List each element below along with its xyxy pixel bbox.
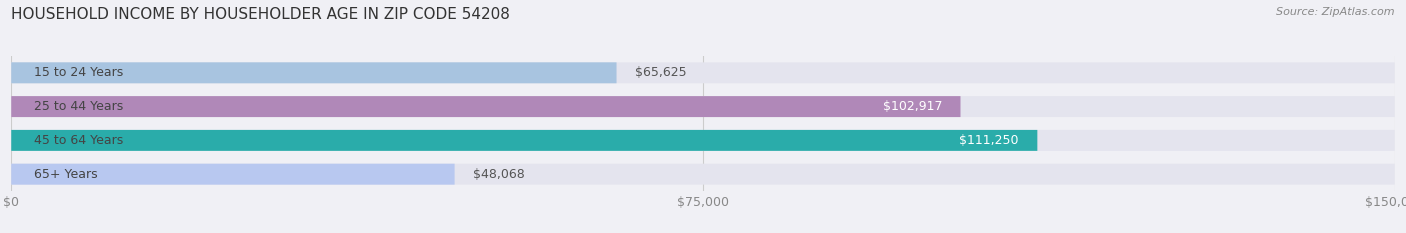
Text: $65,625: $65,625 <box>636 66 686 79</box>
FancyBboxPatch shape <box>11 130 1395 151</box>
Text: 45 to 64 Years: 45 to 64 Years <box>34 134 124 147</box>
Text: $111,250: $111,250 <box>959 134 1019 147</box>
FancyBboxPatch shape <box>11 96 960 117</box>
Text: HOUSEHOLD INCOME BY HOUSEHOLDER AGE IN ZIP CODE 54208: HOUSEHOLD INCOME BY HOUSEHOLDER AGE IN Z… <box>11 7 510 22</box>
Text: 15 to 24 Years: 15 to 24 Years <box>34 66 124 79</box>
Text: 25 to 44 Years: 25 to 44 Years <box>34 100 124 113</box>
Text: Source: ZipAtlas.com: Source: ZipAtlas.com <box>1277 7 1395 17</box>
Text: $48,068: $48,068 <box>472 168 524 181</box>
Text: $102,917: $102,917 <box>883 100 942 113</box>
FancyBboxPatch shape <box>11 130 1038 151</box>
FancyBboxPatch shape <box>11 96 1395 117</box>
FancyBboxPatch shape <box>11 62 617 83</box>
FancyBboxPatch shape <box>11 164 1395 185</box>
FancyBboxPatch shape <box>11 164 454 185</box>
FancyBboxPatch shape <box>11 62 1395 83</box>
Text: 65+ Years: 65+ Years <box>34 168 98 181</box>
